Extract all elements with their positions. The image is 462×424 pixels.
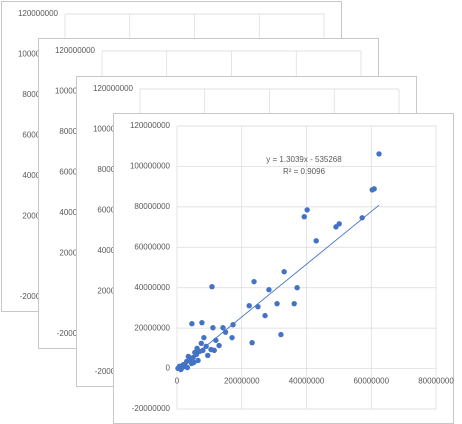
point — [213, 337, 219, 343]
point — [230, 322, 236, 328]
point — [229, 334, 235, 341]
y-tick-label: 100000000 — [55, 87, 96, 96]
point — [176, 363, 183, 369]
y-tick-label: 60000000 — [134, 242, 170, 251]
x-tick-label: 20000000 — [224, 377, 260, 386]
point — [369, 187, 375, 193]
point — [205, 352, 211, 359]
point — [216, 342, 222, 349]
point — [211, 347, 217, 354]
trendline-r-squared: R² = 0.9096 — [283, 167, 326, 176]
x-tick-label: 0 — [175, 377, 180, 386]
point — [359, 215, 365, 221]
point — [274, 300, 280, 307]
point — [195, 357, 201, 364]
point — [376, 151, 382, 157]
point — [199, 319, 205, 326]
y-tick-label: 40000000 — [134, 283, 170, 292]
y-tick-label: 120000000 — [18, 9, 59, 18]
x-tick-label: 40000000 — [289, 377, 325, 386]
point — [333, 224, 339, 230]
point — [189, 320, 195, 327]
point — [291, 300, 297, 307]
point — [266, 287, 272, 293]
point — [251, 278, 257, 285]
point — [304, 207, 310, 213]
point — [185, 353, 192, 360]
card — [113, 113, 454, 424]
y-tick-label: 120000000 — [93, 84, 134, 93]
y-tick-label: 0 — [166, 364, 171, 373]
point — [209, 284, 215, 290]
point — [301, 214, 307, 220]
point — [201, 334, 207, 341]
y-tick-label: 20000000 — [134, 323, 170, 332]
y-tick-label: 120000000 — [55, 46, 96, 55]
point — [191, 359, 197, 366]
point — [262, 312, 268, 319]
point — [246, 303, 252, 309]
y-tick-label: -20000000 — [132, 404, 171, 413]
point — [222, 329, 229, 335]
point — [200, 347, 206, 354]
point — [255, 304, 261, 310]
point — [281, 269, 287, 275]
point — [294, 285, 300, 291]
point — [220, 325, 226, 331]
y-tick-label: 120000000 — [130, 121, 171, 130]
point — [184, 364, 191, 371]
point — [278, 331, 284, 338]
y-tick-label: 100000000 — [130, 162, 171, 171]
point — [203, 343, 209, 350]
point — [249, 339, 255, 346]
trendline-equation: y = 1.3039x - 535268 — [266, 155, 342, 164]
point — [192, 349, 198, 356]
point — [198, 340, 204, 347]
trendline — [176, 204, 380, 371]
y-tick-label: 80000000 — [134, 202, 170, 211]
x-tick-label: 60000000 — [353, 377, 389, 386]
point — [210, 325, 216, 331]
x-tick-label: 80000000 — [418, 377, 454, 386]
point — [313, 238, 319, 244]
point — [194, 345, 200, 352]
